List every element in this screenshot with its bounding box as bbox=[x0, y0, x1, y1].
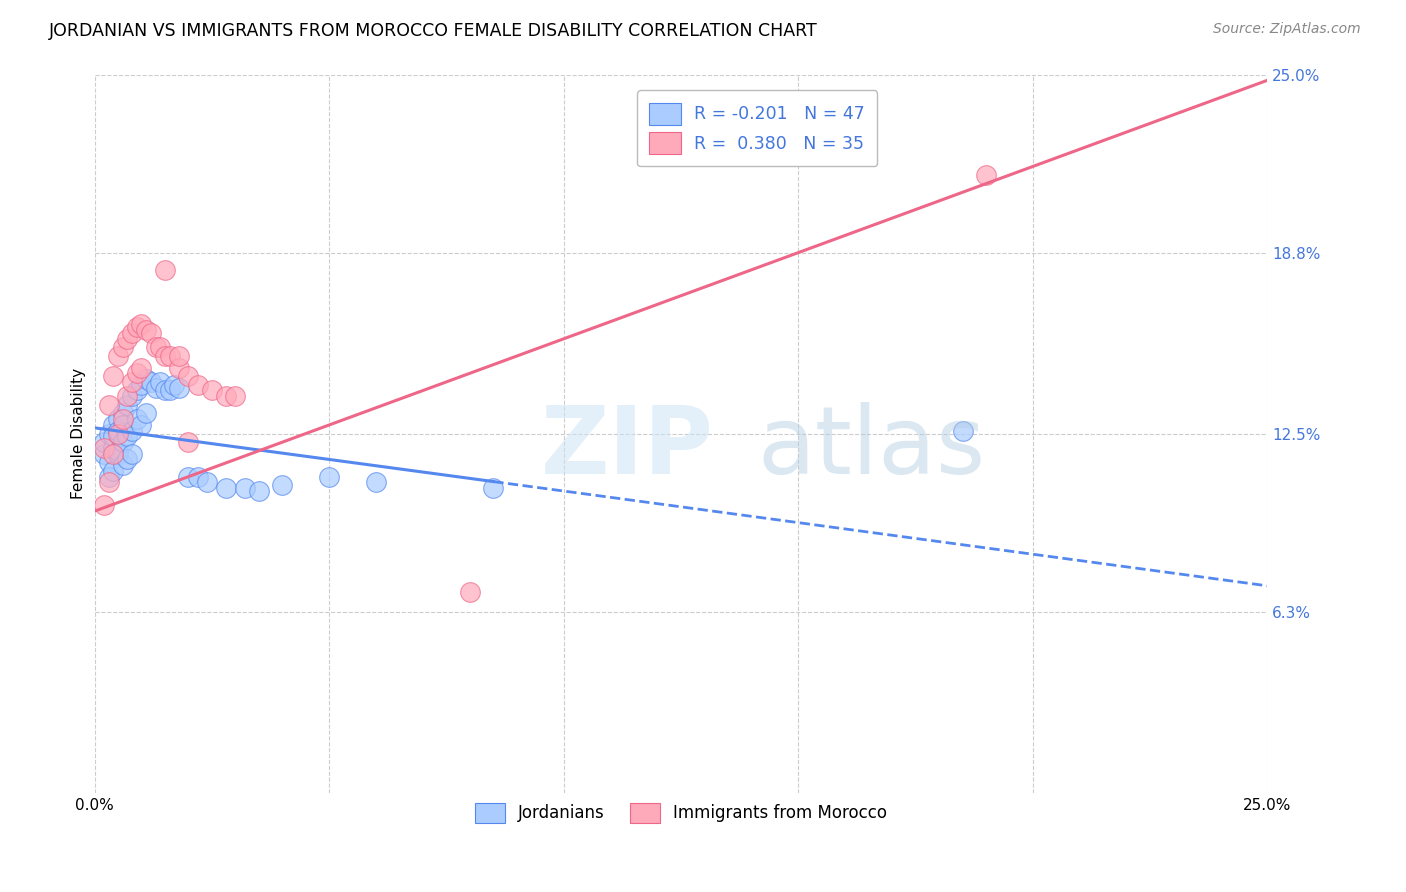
Point bbox=[167, 349, 190, 363]
Point bbox=[153, 384, 176, 398]
Point bbox=[111, 407, 134, 421]
Point bbox=[97, 455, 120, 469]
Point bbox=[117, 452, 139, 467]
Point bbox=[153, 349, 176, 363]
Point bbox=[97, 426, 120, 441]
Point bbox=[974, 168, 997, 182]
Point bbox=[163, 377, 186, 392]
Point bbox=[117, 389, 139, 403]
Point bbox=[117, 398, 139, 412]
Point bbox=[224, 389, 246, 403]
Point bbox=[97, 398, 120, 412]
Point bbox=[201, 384, 224, 398]
Point bbox=[111, 417, 134, 432]
Point bbox=[107, 424, 129, 438]
Point bbox=[107, 443, 129, 458]
Point bbox=[145, 381, 167, 395]
Point bbox=[131, 417, 153, 432]
Point bbox=[121, 326, 143, 340]
Point bbox=[131, 377, 153, 392]
Point bbox=[145, 340, 167, 354]
Point bbox=[167, 381, 190, 395]
Point bbox=[111, 435, 134, 450]
Point bbox=[233, 481, 256, 495]
Point bbox=[103, 447, 125, 461]
Point bbox=[139, 375, 162, 389]
Point bbox=[125, 366, 148, 380]
Point bbox=[107, 412, 129, 426]
Point bbox=[125, 412, 148, 426]
Point bbox=[187, 469, 209, 483]
Point bbox=[97, 475, 120, 490]
Point bbox=[117, 429, 139, 443]
Point bbox=[121, 389, 143, 403]
Point bbox=[97, 469, 120, 483]
Point bbox=[135, 407, 157, 421]
Point bbox=[159, 349, 181, 363]
Point bbox=[103, 441, 125, 455]
Point bbox=[177, 369, 200, 384]
Point bbox=[149, 340, 172, 354]
Point bbox=[149, 375, 172, 389]
Point bbox=[93, 435, 115, 450]
Point bbox=[93, 499, 115, 513]
Text: atlas: atlas bbox=[758, 402, 986, 494]
Point bbox=[135, 372, 157, 386]
Point bbox=[93, 447, 115, 461]
Point bbox=[177, 469, 200, 483]
Point bbox=[131, 360, 153, 375]
Point bbox=[125, 384, 148, 398]
Point bbox=[247, 483, 270, 498]
Point bbox=[139, 326, 162, 340]
Point bbox=[195, 475, 218, 490]
Point bbox=[107, 447, 129, 461]
Point bbox=[121, 424, 143, 438]
Text: JORDANIAN VS IMMIGRANTS FROM MOROCCO FEMALE DISABILITY CORRELATION CHART: JORDANIAN VS IMMIGRANTS FROM MOROCCO FEM… bbox=[49, 22, 818, 40]
Point bbox=[103, 369, 125, 384]
Point bbox=[117, 332, 139, 346]
Y-axis label: Female Disability: Female Disability bbox=[72, 368, 86, 500]
Point bbox=[177, 435, 200, 450]
Point bbox=[125, 320, 148, 334]
Point bbox=[482, 481, 505, 495]
Point bbox=[215, 481, 238, 495]
Point bbox=[111, 340, 134, 354]
Point bbox=[167, 360, 190, 375]
Point bbox=[111, 412, 134, 426]
Point bbox=[111, 458, 134, 473]
Point bbox=[952, 424, 974, 438]
Text: ZIP: ZIP bbox=[540, 402, 713, 494]
Point bbox=[103, 429, 125, 443]
Point bbox=[153, 263, 176, 277]
Point bbox=[187, 377, 209, 392]
Point bbox=[215, 389, 238, 403]
Point bbox=[159, 384, 181, 398]
Point bbox=[93, 441, 115, 455]
Point bbox=[121, 375, 143, 389]
Point bbox=[103, 464, 125, 478]
Point bbox=[107, 349, 129, 363]
Point bbox=[271, 478, 294, 492]
Point bbox=[458, 584, 481, 599]
Point bbox=[131, 318, 153, 332]
Legend: Jordanians, Immigrants from Morocco: Jordanians, Immigrants from Morocco bbox=[463, 791, 898, 835]
Point bbox=[121, 447, 143, 461]
Point bbox=[107, 426, 129, 441]
Point bbox=[318, 469, 340, 483]
Point bbox=[103, 417, 125, 432]
Point bbox=[364, 475, 387, 490]
Text: Source: ZipAtlas.com: Source: ZipAtlas.com bbox=[1213, 22, 1361, 37]
Point bbox=[135, 323, 157, 337]
